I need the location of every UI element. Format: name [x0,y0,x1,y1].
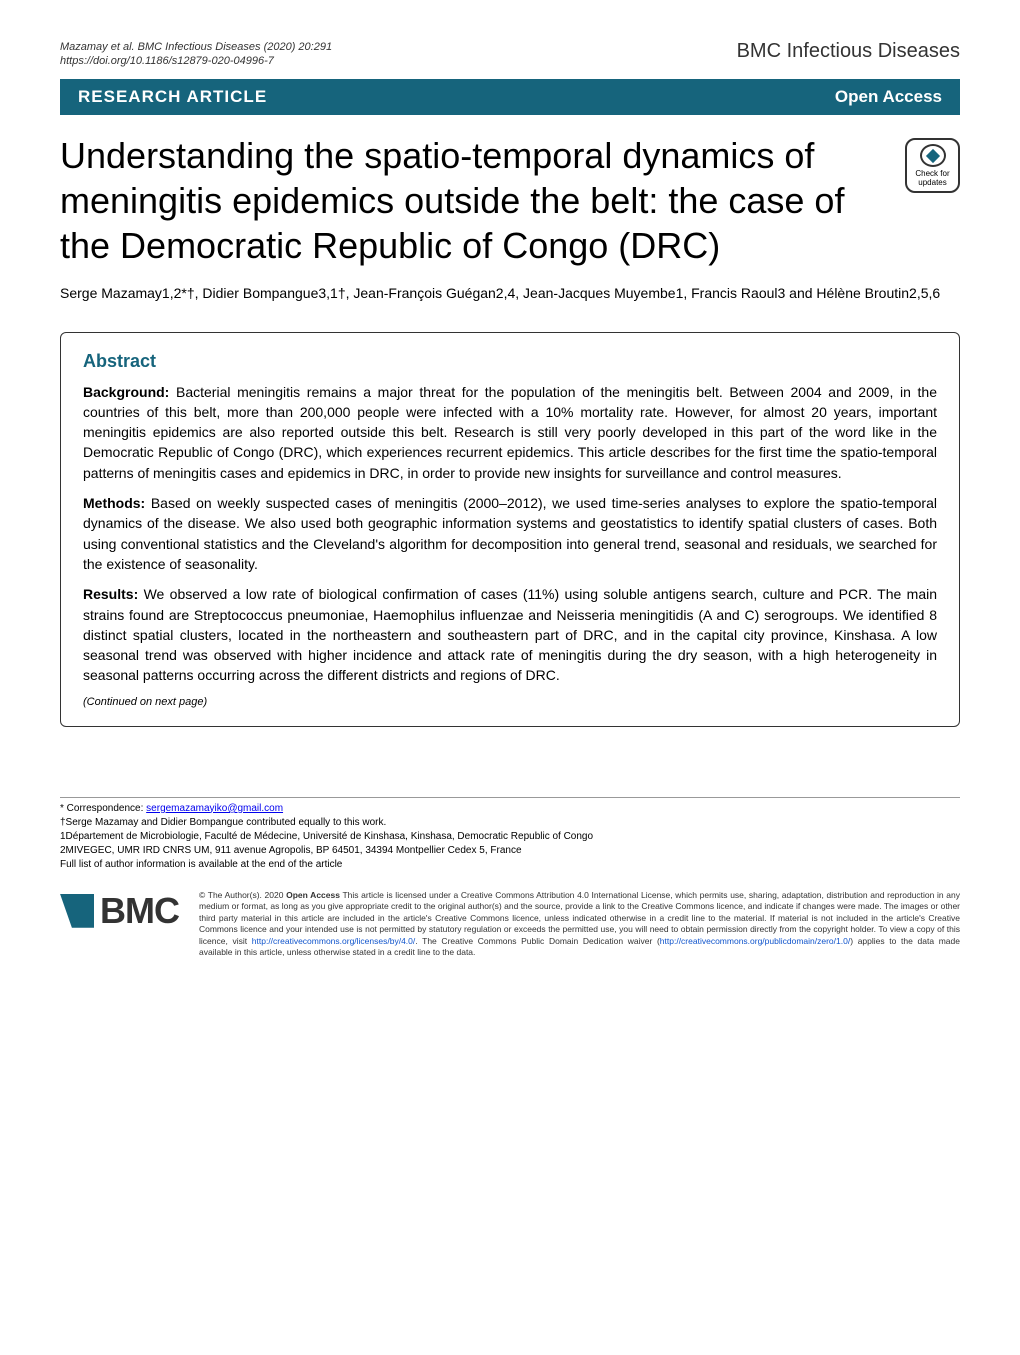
article-type-label: RESEARCH ARTICLE [78,87,267,107]
license-text: © The Author(s). 2020 Open Access This a… [199,890,960,959]
header-row: Mazamay et al. BMC Infectious Diseases (… [60,40,960,69]
full-author-list-note: Full list of author information is avail… [60,858,960,872]
license-copyright: © The Author(s). 2020 [199,890,286,900]
background-label: Background: [83,384,169,400]
check-updates-label: Check for updates [911,169,954,187]
citation-line1: Mazamay et al. BMC Infectious Diseases (… [60,40,332,54]
bottom-row: BMC © The Author(s). 2020 Open Access Th… [60,890,960,959]
bmc-logo: BMC [60,890,179,932]
journal-name: BMC Infectious Diseases [737,40,960,63]
waiver-url-link[interactable]: http://creativecommons.org/publicdomain/… [660,936,850,946]
abstract-box: Abstract Background: Bacterial meningiti… [60,332,960,727]
abstract-background: Background: Bacterial meningitis remains… [83,382,937,483]
license-body-2: . The Creative Commons Public Domain Ded… [415,936,660,946]
title-row: Understanding the spatio-temporal dynami… [60,133,960,268]
check-updates-badge[interactable]: Check for updates [905,138,960,193]
license-url-link[interactable]: http://creativecommons.org/licenses/by/4… [252,936,415,946]
check-updates-icon [920,144,946,167]
equal-contribution: †Serge Mazamay and Didier Bompangue cont… [60,816,960,830]
abstract-methods: Methods: Based on weekly suspected cases… [83,493,937,574]
open-access-label: Open Access [835,87,942,107]
continued-note: (Continued on next page) [83,696,937,708]
citation-line2: https://doi.org/10.1186/s12879-020-04996… [60,54,332,68]
footer-section: * Correspondence: sergemazamayiko@gmail.… [60,797,960,872]
methods-label: Methods: [83,495,145,511]
article-title: Understanding the spatio-temporal dynami… [60,133,885,268]
authors-list: Serge Mazamay1,2*†, Didier Bompangue3,1†… [60,283,960,304]
results-label: Results: [83,586,138,602]
affiliation-1: 1Département de Microbiologie, Faculté d… [60,830,960,844]
methods-text: Based on weekly suspected cases of menin… [83,495,937,572]
affiliation-2: 2MIVEGEC, UMR IRD CNRS UM, 911 avenue Ag… [60,844,960,858]
results-text: We observed a low rate of biological con… [83,586,937,683]
license-open-access: Open Access [286,890,340,900]
background-text: Bacterial meningitis remains a major thr… [83,384,937,481]
correspondence-label: * Correspondence: [60,803,143,814]
bmc-logo-text: BMC [100,890,179,932]
citation-block: Mazamay et al. BMC Infectious Diseases (… [60,40,332,69]
correspondence-line: * Correspondence: sergemazamayiko@gmail.… [60,802,960,816]
abstract-heading: Abstract [83,351,937,372]
bmc-flag-icon [60,894,94,928]
abstract-results: Results: We observed a low rate of biolo… [83,584,937,685]
article-type-banner: RESEARCH ARTICLE Open Access [60,79,960,115]
page-container: Mazamay et al. BMC Infectious Diseases (… [0,0,1020,989]
correspondence-email-link[interactable]: sergemazamayiko@gmail.com [146,803,283,814]
